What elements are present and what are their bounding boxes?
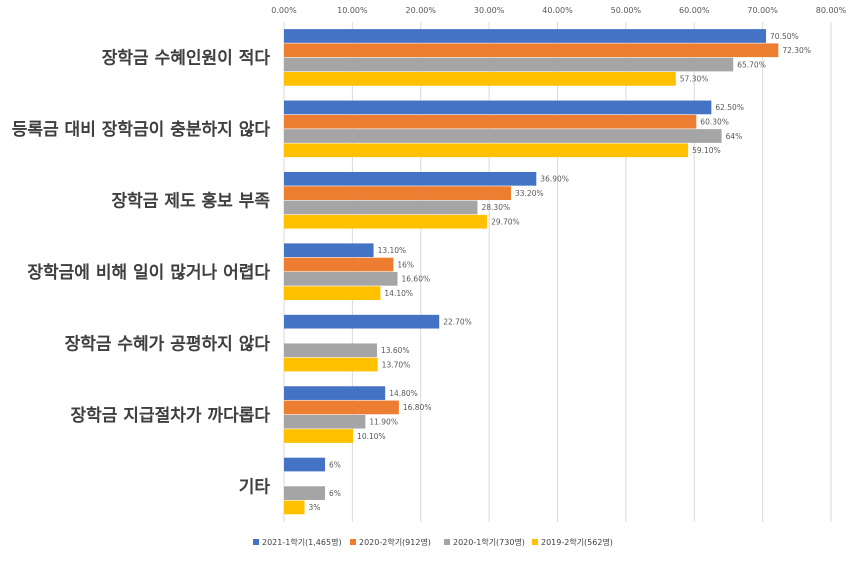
bar xyxy=(284,100,712,115)
x-tick-label: 50.00% xyxy=(611,6,642,15)
legend-label: 2019-2학기(562명) xyxy=(541,537,613,547)
bar xyxy=(284,114,697,129)
x-tick-label: 0.00% xyxy=(271,6,297,15)
data-label: 22.70% xyxy=(443,317,472,326)
x-tick-label: 80.00% xyxy=(816,6,847,15)
data-label: 72.30% xyxy=(782,46,811,55)
data-label: 33.20% xyxy=(515,189,544,198)
data-label: 6% xyxy=(329,460,341,469)
data-label: 13.60% xyxy=(381,346,410,355)
bar xyxy=(284,186,512,200)
data-label: 62.50% xyxy=(715,103,744,112)
bar xyxy=(284,272,398,286)
bar xyxy=(284,314,440,329)
bar xyxy=(284,243,374,258)
bar xyxy=(284,57,734,72)
data-label: 65.70% xyxy=(737,60,766,69)
x-tick-label: 10.00% xyxy=(337,6,368,15)
category-label: 장학금에 비해 일이 많거나 어렵다 xyxy=(27,263,270,283)
bar xyxy=(284,286,381,300)
data-label: 13.70% xyxy=(382,360,411,369)
bar xyxy=(284,343,377,358)
x-tick-label: 60.00% xyxy=(679,6,710,15)
data-label: 16.80% xyxy=(403,403,432,412)
bar xyxy=(284,400,399,415)
bar xyxy=(284,72,676,86)
bar xyxy=(284,486,326,500)
bar xyxy=(284,129,722,143)
bar xyxy=(284,386,386,400)
category-label: 장학금 제도 홍보 부족 xyxy=(111,191,270,212)
data-label: 10.10% xyxy=(357,432,386,441)
bar xyxy=(284,200,478,215)
data-label: 70.50% xyxy=(770,32,799,41)
data-label: 13.10% xyxy=(378,246,407,255)
category-label: 등록금 대비 장학금이 충분하지 않다 xyxy=(12,120,271,140)
legend-swatch xyxy=(532,539,538,545)
x-tick-label: 30.00% xyxy=(474,6,505,15)
data-label: 14.10% xyxy=(384,289,413,298)
category-label: 장학금 수혜가 공평하지 않다 xyxy=(65,334,271,354)
bar xyxy=(284,29,767,43)
data-label: 29.70% xyxy=(491,218,520,227)
data-label: 60.30% xyxy=(700,117,729,126)
bar xyxy=(284,257,394,272)
bar xyxy=(284,43,779,58)
legend-label: 2021-1학기(1,465명) xyxy=(262,537,342,547)
data-label: 16% xyxy=(397,260,414,269)
category-label: 장학금 수혜인원이 적다 xyxy=(102,49,271,69)
bar xyxy=(284,429,354,443)
x-tick-label: 40.00% xyxy=(542,6,573,15)
data-label: 57.30% xyxy=(680,75,709,84)
bar xyxy=(284,143,689,158)
data-label: 3% xyxy=(309,503,321,512)
bar xyxy=(284,457,326,472)
data-label: 59.10% xyxy=(692,146,721,155)
data-label: 16.60% xyxy=(402,275,431,284)
x-tick-label: 20.00% xyxy=(405,6,436,15)
legend-label: 2020-1학기(730명) xyxy=(453,537,525,547)
bar xyxy=(284,171,537,186)
data-label: 28.30% xyxy=(482,203,511,212)
data-label: 6% xyxy=(329,489,341,498)
bar xyxy=(284,357,378,372)
legend-swatch xyxy=(350,539,356,545)
x-tick-label: 70.00% xyxy=(747,6,778,15)
legend-swatch xyxy=(444,539,450,545)
data-label: 36.90% xyxy=(540,175,569,184)
category-label: 기타 xyxy=(239,477,271,497)
bar xyxy=(284,214,488,229)
data-label: 14.80% xyxy=(389,389,418,398)
bar xyxy=(284,414,366,429)
data-label: 11.90% xyxy=(369,418,398,427)
bar xyxy=(284,500,305,515)
category-label: 장학금 지급절차가 까다롭다 xyxy=(70,405,270,426)
legend-label: 2020-2학기(912명) xyxy=(359,537,431,547)
legend-swatch xyxy=(253,539,259,545)
data-label: 64% xyxy=(726,132,743,141)
